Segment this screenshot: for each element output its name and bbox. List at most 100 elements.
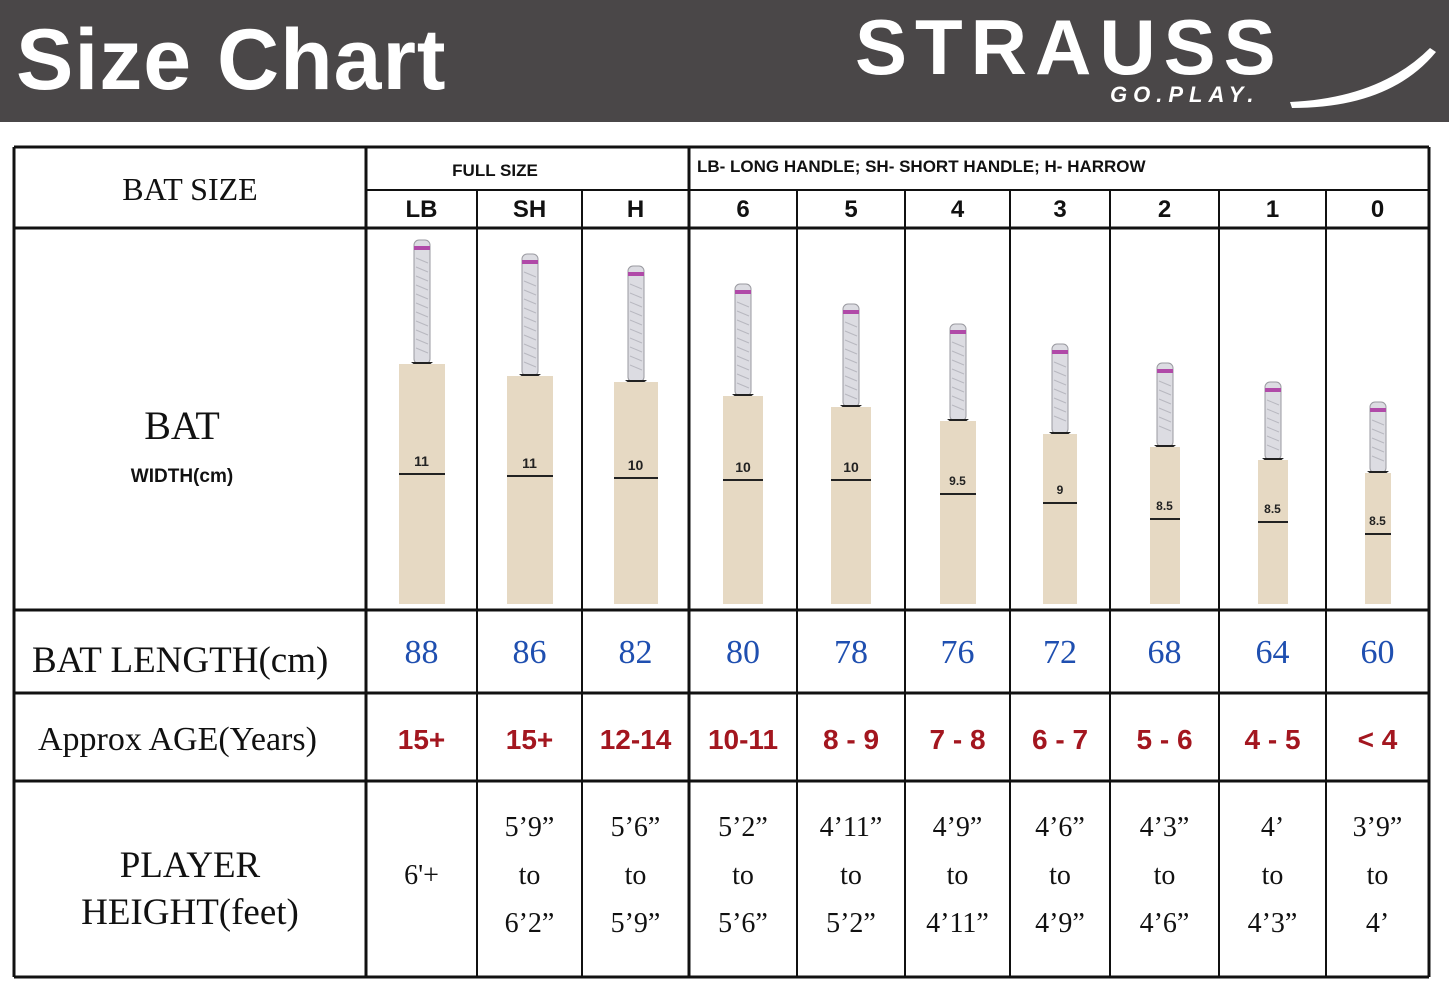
size-label: LB [405,196,438,223]
player-height-line: to [1261,860,1284,891]
player-height-line: to [946,860,969,891]
bat-length-value: 68 [1147,634,1182,671]
player-height-value: 4’9” to 4’11” [905,796,1010,956]
row-label-bat-length: BAT LENGTH(cm) [32,639,329,681]
player-height-line: to [1366,860,1389,891]
cricket-bat-icon [613,265,658,604]
player-height-line: to [840,860,862,891]
bat-length-value: 86 [512,634,547,671]
player-height-value: 5’2” to 5’6” [689,796,797,956]
bat-width-value: 8.5 [1264,502,1281,516]
brand-logo-text: STRAUSS [855,3,1284,91]
player-height-value: 4’6” to 4’9” [1010,796,1110,956]
player-height-line: 4’3” [1247,908,1298,939]
row-label-bat-size: BAT SIZE [122,170,258,207]
player-height-value: 5’6” to 5’9” [582,796,689,956]
size-legend-header: LB- LONG HANDLE; SH- SHORT HANDLE; H- HA… [697,157,1146,176]
cricket-bat-icon [1149,362,1180,604]
bat-length-value: 76 [940,634,975,671]
size-label: 4 [950,196,965,223]
player-height-line: 4’3” [1139,812,1190,843]
age-value: < 4 [1357,724,1398,755]
full-size-header: FULL SIZE [452,161,538,180]
bat-width-value: 9 [1056,483,1064,497]
bat-width-value: 11 [414,453,429,469]
player-height-line: to [732,860,754,891]
bat-width-value: 8.5 [1156,499,1173,513]
row-label-age: Approx AGE(Years) [38,721,317,758]
age-value: 15+ [397,724,446,755]
size-label: 2 [1157,196,1172,223]
player-height-value: 6'+ [366,851,477,901]
player-height-line: 4’11” [926,908,989,939]
cricket-bat-icon [506,253,553,604]
bat-length-value: 88 [404,634,439,671]
bat-length-value: 60 [1360,634,1395,671]
cricket-bat-icon [723,283,763,604]
player-height-value: 4’3” to 4’6” [1110,796,1219,956]
player-height-line: 3’9” [1352,812,1403,843]
player-height-line: 5’2” [718,812,768,843]
header-banner: Size Chart STRAUSS GO.PLAY. [0,0,1449,122]
page-title: Size Chart [16,12,447,108]
row-label-height-line1: PLAYER [119,844,261,886]
size-label: 3 [1053,196,1067,223]
row-label-height-line2: HEIGHT(feet) [81,891,299,933]
player-height-value: 3’9” to 4’ [1326,796,1429,956]
age-value: 10-11 [707,724,779,755]
brand-tagline: GO.PLAY. [1110,82,1260,107]
size-label: 1 [1265,196,1280,223]
player-height-line: 5’6” [610,812,661,843]
player-height-line: 5’9” [504,812,555,843]
player-height-line: 4’6” [1139,908,1190,939]
bat-length-value: 80 [726,634,760,671]
age-value: 5 - 6 [1136,724,1193,755]
age-value: 8 - 9 [822,724,880,755]
player-height-line: to [1049,860,1071,891]
age-value: 6 - 7 [1031,724,1089,755]
player-height-value: 4’11” to 5’2” [797,796,905,956]
bat-length-value: 78 [834,634,868,671]
size-label: 6 [736,196,750,223]
player-height-value: 5’9” to 6’2” [477,796,582,956]
bat-width-value: 10 [735,459,751,475]
size-label: 0 [1370,196,1385,223]
player-height-line: 4’9” [932,812,983,843]
brand-swoosh-icon [1290,48,1436,108]
bat-width-value: 8.5 [1369,514,1386,528]
bat-width-value: 10 [843,459,859,475]
player-height-line: 6’2” [504,908,555,939]
player-height-line: 4’9” [1035,908,1085,939]
cricket-bat-icon [398,239,445,604]
player-height-line: 4’11” [819,812,883,843]
bat-length-value: 64 [1255,634,1290,671]
bat-length-value: 82 [618,634,653,671]
player-height-line: 5’2” [826,908,876,939]
row-label-bat: BAT [144,402,220,448]
player-height-line: 6'+ [404,860,439,891]
player-height-line: 4’ [1365,908,1390,939]
age-value: 15+ [505,724,554,755]
age-value: 4 - 5 [1244,724,1301,755]
cricket-bat-icon [1257,381,1288,604]
bat-width-value: 9.5 [949,474,966,488]
size-label: 5 [844,196,858,223]
cricket-bat-icon [1364,401,1391,604]
row-label-width: WIDTH(cm) [130,466,234,487]
cricket-bat-icon [831,303,871,604]
bat-width-value: 10 [627,457,644,473]
age-value: 7 - 8 [929,724,986,755]
player-height-line: 4’ [1260,812,1285,843]
size-label: SH [512,196,547,223]
size-label: H [626,196,645,223]
cricket-bat-icon [939,323,976,604]
player-height-line: to [518,860,541,891]
player-height-value: 4’ to 4’3” [1219,796,1326,956]
player-height-line: to [1153,860,1176,891]
player-height-line: 4’6” [1035,812,1085,843]
cricket-bat-icon [1043,343,1077,604]
bat-width-value: 11 [522,455,537,471]
bat-length-value: 72 [1043,634,1077,671]
player-height-line: 5’6” [718,908,768,939]
age-value: 12-14 [599,724,672,755]
